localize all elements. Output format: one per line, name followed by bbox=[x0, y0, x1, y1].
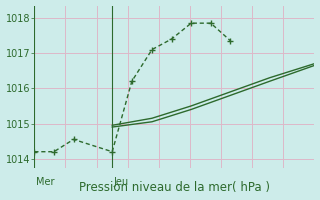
Text: Mer: Mer bbox=[36, 177, 54, 187]
X-axis label: Pression niveau de la mer( hPa ): Pression niveau de la mer( hPa ) bbox=[79, 181, 270, 194]
Text: Jeu: Jeu bbox=[114, 177, 129, 187]
